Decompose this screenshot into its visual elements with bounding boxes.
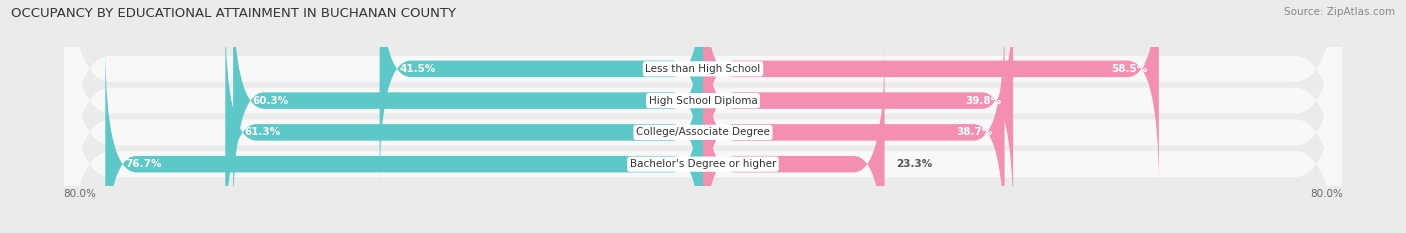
FancyBboxPatch shape [105, 45, 703, 233]
FancyBboxPatch shape [703, 45, 884, 233]
Text: 61.3%: 61.3% [245, 127, 281, 137]
FancyBboxPatch shape [65, 0, 1341, 233]
FancyBboxPatch shape [703, 0, 1014, 219]
FancyBboxPatch shape [380, 0, 703, 188]
FancyBboxPatch shape [65, 0, 1341, 233]
Text: Source: ZipAtlas.com: Source: ZipAtlas.com [1284, 7, 1395, 17]
Text: OCCUPANCY BY EDUCATIONAL ATTAINMENT IN BUCHANAN COUNTY: OCCUPANCY BY EDUCATIONAL ATTAINMENT IN B… [11, 7, 457, 20]
Text: 60.3%: 60.3% [253, 96, 288, 106]
Text: Bachelor's Degree or higher: Bachelor's Degree or higher [630, 159, 776, 169]
FancyBboxPatch shape [65, 0, 1341, 233]
Text: 39.8%: 39.8% [966, 96, 1001, 106]
Text: College/Associate Degree: College/Associate Degree [636, 127, 770, 137]
FancyBboxPatch shape [233, 0, 703, 219]
Text: 38.7%: 38.7% [956, 127, 993, 137]
Text: 76.7%: 76.7% [125, 159, 162, 169]
Text: 41.5%: 41.5% [399, 64, 436, 74]
FancyBboxPatch shape [65, 0, 1341, 233]
Text: High School Diploma: High School Diploma [648, 96, 758, 106]
Text: Less than High School: Less than High School [645, 64, 761, 74]
FancyBboxPatch shape [703, 14, 1004, 233]
Text: 23.3%: 23.3% [896, 159, 932, 169]
FancyBboxPatch shape [225, 14, 703, 233]
Text: 58.5%: 58.5% [1111, 64, 1147, 74]
FancyBboxPatch shape [703, 0, 1159, 188]
